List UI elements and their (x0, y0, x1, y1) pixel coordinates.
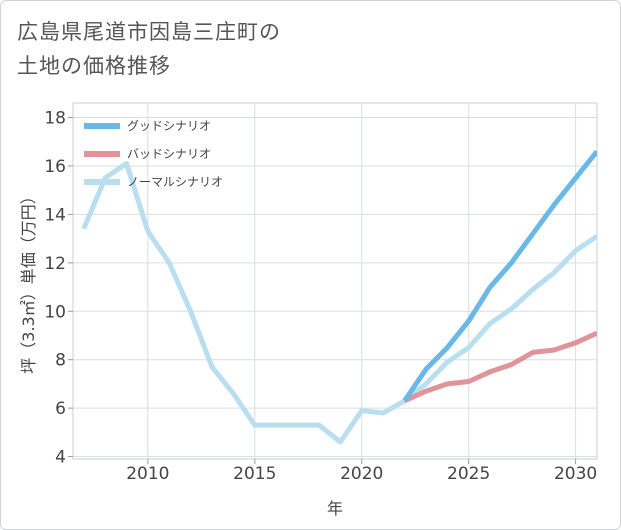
legend-label-0: グッドシナリオ (127, 119, 211, 133)
y-axis-title: 坪（3.3㎡）単価（万円） (19, 188, 38, 373)
y-tick-label: 18 (44, 109, 66, 129)
legend-label-2: ノーマルシナリオ (127, 175, 223, 189)
y-tick-label: 6 (55, 399, 66, 419)
series-line-0 (402, 149, 597, 403)
x-tick-label: 2010 (126, 464, 169, 484)
chart-title: 広島県尾道市因島三庄町の 土地の価格推移 (17, 15, 417, 83)
x-tick-label: 2025 (447, 464, 490, 484)
legend-label-1: バッドシナリオ (127, 147, 211, 161)
plot-area (72, 102, 598, 460)
series-line-2 (81, 161, 597, 445)
x-tick-label: 2020 (340, 464, 383, 484)
chart-title-line-1: 広島県尾道市因島三庄町の (17, 20, 281, 44)
x-tick-label: 2015 (233, 464, 276, 484)
y-tick-label: 14 (44, 205, 66, 225)
y-tick-label: 12 (44, 254, 66, 274)
y-tick-label: 4 (55, 448, 66, 468)
y-tick-label: 8 (55, 351, 66, 371)
y-tick-label: 10 (44, 302, 66, 322)
series-line-1 (403, 330, 597, 404)
chart-title-line-2: 土地の価格推移 (17, 54, 171, 78)
x-tick-label: 2030 (554, 464, 597, 484)
y-tick-label: 16 (44, 157, 66, 177)
x-axis-title: 年 (327, 499, 343, 518)
